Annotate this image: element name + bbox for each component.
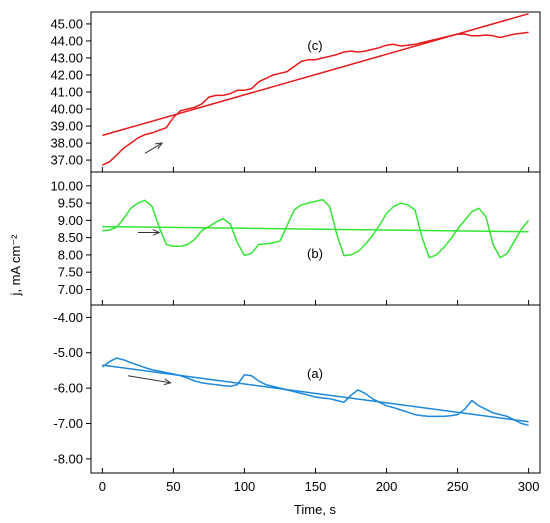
y-tick-label: 42.00: [50, 67, 83, 82]
trend-line: [102, 225, 529, 233]
y-axis-title: j, mA cm⁻²: [8, 234, 23, 297]
x-tick-label: 250: [447, 479, 469, 494]
panel-frame: [90, 304, 541, 474]
panel-label: (c): [307, 38, 322, 53]
series-line: [102, 198, 530, 259]
y-tick-label: 41.00: [50, 85, 83, 100]
x-tick-label: 150: [305, 479, 327, 494]
y-tick-label: 7.50: [58, 265, 83, 280]
series-line: [102, 31, 529, 166]
y-tick-label: 37.00: [50, 153, 83, 168]
y-tick-label: -5.00: [53, 345, 83, 360]
y-tick-label: 7.00: [58, 282, 83, 297]
panels-layer: 37.00 38.00 39.00 40.00 41.00 42.00 43.00 44.00…: [50, 11, 541, 474]
x-tick-label: 50: [166, 479, 180, 494]
y-tick-label: 8.50: [58, 230, 83, 245]
y-tick-label: -8.00: [53, 451, 83, 466]
y-tick-label: 38.00: [50, 136, 83, 151]
panel-frame: [90, 171, 541, 306]
series-line: [101, 357, 529, 427]
y-tick-label: 45.00: [50, 16, 83, 31]
trend-line: [102, 12, 529, 137]
arrow-shaft: [144, 142, 163, 154]
shared-x-axis: 0 50 100 150 200 250 300: [99, 479, 540, 494]
x-tick-label: 0: [99, 479, 106, 494]
panel-b: 7.00 7.50 8.00 8.50 9.00 9.50 10.00 (b): [50, 171, 541, 306]
arrow-head: [152, 229, 161, 236]
y-tick-label: 39.00: [50, 119, 83, 134]
y-tick-label: 40.00: [50, 102, 83, 117]
y-tick-label: 9.00: [58, 213, 83, 228]
y-tick-label: 9.50: [58, 196, 83, 211]
x-tick-label: 100: [234, 479, 256, 494]
y-tick-label: 8.00: [58, 247, 83, 262]
panel-c: 37.00 38.00 39.00 40.00 41.00 42.00 43.00 44.00…: [50, 11, 541, 173]
panel-label: (b): [307, 246, 323, 261]
panel-label: (a): [307, 366, 323, 381]
y-tick-label: 10.00: [50, 178, 83, 193]
x-tick-label: 300: [518, 479, 540, 494]
y-tick-label: -7.00: [53, 416, 83, 431]
y-tick-label: -6.00: [53, 381, 83, 396]
x-axis-title: Time, s: [294, 502, 337, 517]
arrow-head: [163, 378, 172, 386]
x-tick-label: 200: [376, 479, 398, 494]
y-tick-label: -4.00: [53, 310, 83, 325]
panel-a: -8.00 -7.00 -6.00 -5.00 -4.00 (a): [53, 304, 541, 474]
y-tick-label: 44.00: [50, 33, 83, 48]
arrow-shaft: [127, 375, 171, 384]
arrow-head: [155, 142, 164, 150]
y-tick-label: 43.00: [50, 50, 83, 65]
